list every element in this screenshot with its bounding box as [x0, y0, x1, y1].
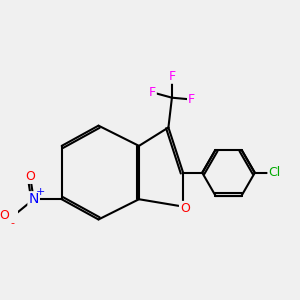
Text: F: F: [149, 86, 156, 99]
Text: +: +: [35, 187, 45, 196]
Text: N: N: [28, 192, 39, 206]
Text: -: -: [11, 218, 15, 228]
Text: F: F: [188, 93, 195, 106]
Text: Cl: Cl: [268, 166, 280, 179]
Text: F: F: [168, 70, 175, 83]
Text: O: O: [0, 208, 9, 221]
Text: O: O: [25, 170, 35, 183]
Text: O: O: [180, 202, 190, 215]
